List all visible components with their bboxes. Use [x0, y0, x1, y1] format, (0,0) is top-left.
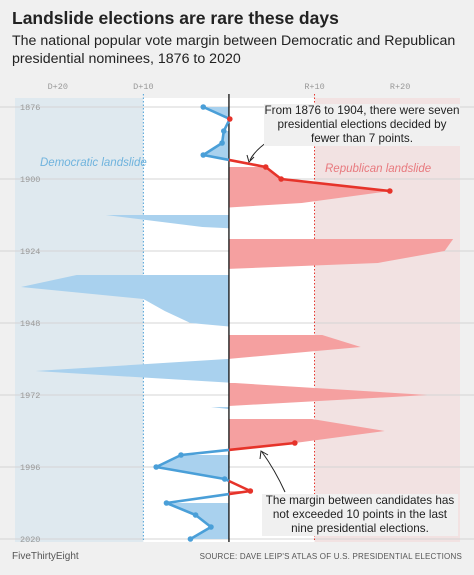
recent-elections-segment: [166, 492, 230, 505]
point-1996: [153, 464, 160, 470]
early-elections-segment: [202, 105, 230, 120]
point-1880: [226, 116, 233, 122]
y-tick-label: 1972: [20, 391, 40, 401]
democratic-margin-area-6: [20, 275, 229, 327]
republican-landslide-zone: [314, 98, 460, 542]
point-1896: [262, 164, 269, 170]
annotation-recent-elections: The margin between candidates has not ex…: [262, 494, 458, 536]
recent-elections-segment: [189, 525, 212, 541]
x-tick-label: D+20: [48, 82, 68, 92]
recent-elections-segment: [228, 489, 251, 496]
point-1888: [219, 140, 225, 146]
point-2016: [208, 524, 214, 530]
recent-elections-segment: [155, 453, 182, 469]
x-tick-label: R+20: [390, 82, 410, 92]
point-2008: [163, 500, 170, 506]
republican-landslide-label: Republican landslide: [325, 163, 432, 175]
x-tick-label: D+10: [133, 82, 153, 92]
chart-title: Landslide elections are rare these days: [12, 8, 339, 28]
y-tick-label: 1900: [20, 175, 40, 185]
annotation-arrow-bottom: [261, 451, 286, 493]
y-tick-label: 1876: [20, 103, 40, 113]
early-elections-segment: [203, 153, 230, 162]
y-tick-label: 1924: [20, 247, 40, 257]
democratic-margin-area-14: [166, 503, 229, 539]
point-1988: [292, 440, 298, 446]
republican-margin-area-9: [228, 383, 428, 407]
democratic-margin-area-12: [156, 455, 229, 481]
recent-elections-segment: [228, 441, 295, 452]
point-1992: [178, 452, 184, 458]
point-1884: [221, 128, 227, 134]
y-tick-label: 2020: [20, 535, 40, 545]
annotation-early-elections: From 1876 to 1904, there were seven pres…: [264, 104, 460, 146]
point-1904: [387, 188, 393, 194]
republican-margin-area-7: [228, 335, 361, 359]
point-2004: [247, 488, 254, 494]
recent-elections-segment: [180, 448, 230, 457]
recent-elections-segment: [155, 465, 225, 481]
brand-label: FiveThirtyEight: [12, 551, 79, 562]
x-tick-label: R+10: [304, 82, 324, 92]
early-elections-segment: [228, 158, 266, 169]
recent-elections-segment: [228, 479, 251, 493]
early-elections-segment: [281, 177, 390, 193]
point-1900: [278, 176, 284, 182]
republican-margin-area-3: [228, 167, 390, 208]
democratic-margin-area-4: [105, 215, 229, 229]
democratic-margin-area-10: [210, 407, 229, 410]
early-elections-segment: [264, 165, 282, 181]
point-2020: [187, 536, 194, 542]
chart-subtitle: The national popular vote margin between…: [12, 33, 456, 67]
republican-margin-area-5: [228, 239, 454, 269]
republican-margin-area-11: [228, 419, 385, 450]
y-tick-label: 1948: [20, 319, 40, 329]
democratic-landslide-zone: [15, 98, 144, 542]
democratic-landslide-label: Democratic landslide: [40, 157, 147, 169]
y-tick-label: 1996: [20, 463, 40, 473]
annotation-arrowhead-bottom: [259, 450, 269, 460]
recent-elections-segment: [165, 501, 197, 517]
annotation-arrowhead-top: [246, 154, 255, 163]
democratic-margin-area-8: [35, 359, 229, 383]
point-1892: [200, 152, 207, 158]
early-elections-segment: [202, 141, 223, 157]
point-1876: [200, 104, 207, 110]
point-2000: [221, 476, 228, 482]
democratic-margin-area-2: [203, 131, 229, 160]
recent-elections-segment: [194, 513, 212, 529]
point-2012: [192, 512, 199, 518]
source-note: SOURCE: DAVE LEIP'S ATLAS OF U.S. PRESID…: [199, 552, 462, 561]
